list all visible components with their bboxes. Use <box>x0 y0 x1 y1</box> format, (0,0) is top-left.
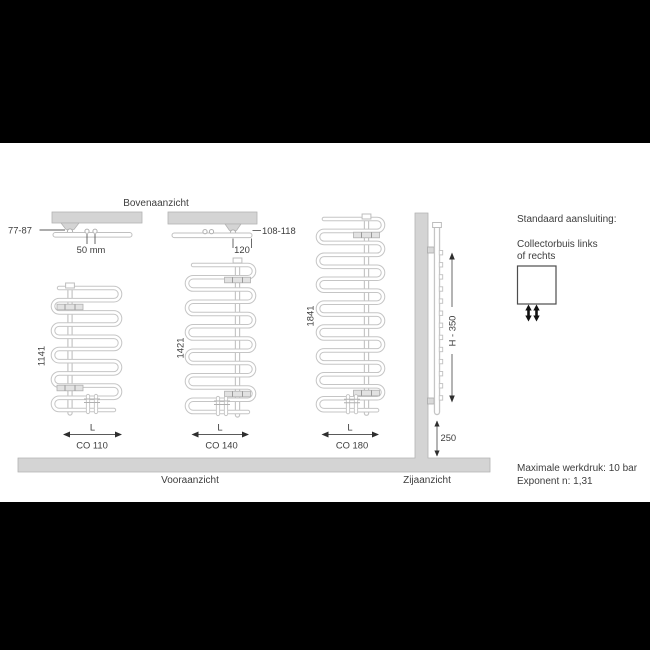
mounting-clamp <box>224 390 251 398</box>
stub-ticks <box>222 400 230 405</box>
collector-cap <box>65 282 75 289</box>
width-dimension-co140: L CO 140 <box>191 422 249 451</box>
tube-end-mark <box>438 262 444 268</box>
front-view-caption: Vooraanzicht <box>161 475 219 486</box>
mounting-clamp <box>353 231 380 239</box>
serpentine-coil-inner <box>51 286 122 412</box>
model-label: CO 180 <box>336 440 368 451</box>
wall-bar <box>51 211 143 224</box>
clamp-ticks <box>64 304 76 310</box>
specs: Maximale werkdruk: 10 bar Exponent n: 1,… <box>517 463 638 487</box>
bracket <box>224 223 242 231</box>
connection-point <box>202 229 208 235</box>
bottom-clearance-label: 250 <box>441 432 457 443</box>
connection-line2: of rechts <box>517 251 555 262</box>
wall-and-floor <box>17 212 491 473</box>
collector-tube-top <box>52 232 133 238</box>
stub-ticks <box>344 398 352 404</box>
tube-end-mark <box>438 298 444 304</box>
wall-bar <box>167 211 258 225</box>
side-view: H - 350 250 <box>17 212 491 473</box>
serpentine-coil-inner <box>185 263 256 414</box>
mounting-clamp <box>56 303 84 311</box>
width-dimension-co180: L CO 180 <box>321 422 379 451</box>
collector-cap <box>361 213 372 220</box>
clamp-ticks <box>64 385 76 391</box>
length-label: L <box>347 422 352 433</box>
bracket-spacing-label: H - 350 <box>446 316 457 347</box>
tube-end-mark <box>438 358 444 365</box>
height-label-co110: 1141 <box>35 346 46 366</box>
mounting-clamp <box>353 389 380 397</box>
radiator-co-140 <box>184 257 257 418</box>
tube-end-mark <box>438 395 444 401</box>
max-pressure-label: Maximale werkdruk: 10 bar <box>517 463 638 474</box>
mounting-clamp <box>224 276 251 284</box>
connection-line1: Collectorbuis links <box>517 239 598 250</box>
tube-end-mark <box>438 383 444 389</box>
label-gap <box>444 307 459 354</box>
length-label: L <box>217 422 222 433</box>
top-view-title: Bovenaanzicht <box>123 198 189 209</box>
tube-end-mark <box>438 274 444 280</box>
model-label: CO 110 <box>76 440 108 451</box>
connection-point <box>84 228 90 234</box>
tube-end-mark <box>438 286 444 292</box>
top-view-right: 108-118 120 <box>167 211 296 255</box>
exponent-label: Exponent n: 1,31 <box>517 476 593 487</box>
front-view-radiators <box>50 213 386 418</box>
tube-end-mark <box>438 310 444 316</box>
connection-panel: Standaard aansluiting: Collectorbuis lin… <box>516 214 617 322</box>
wall-bracket <box>427 397 435 405</box>
extension-ticks <box>232 238 252 248</box>
connection-point <box>208 229 215 235</box>
tube-end-mark <box>438 371 444 377</box>
flow-arrows-icon <box>525 304 540 322</box>
side-view-caption: Zijaanzicht <box>403 475 451 486</box>
length-label: L <box>90 422 95 433</box>
spacing-label: 50 mm <box>77 244 106 255</box>
stub-ticks <box>92 398 100 403</box>
tube-cap <box>432 222 442 228</box>
wall-distance-label: 108-118 <box>262 225 296 236</box>
stub-ticks <box>352 398 360 404</box>
clamp-ticks <box>232 391 243 397</box>
radiator-schematic-box <box>516 265 557 305</box>
clamp-ticks <box>361 390 372 396</box>
tube-end-mark <box>438 322 444 328</box>
collector-cap <box>232 257 243 264</box>
wall-distance-label: 77-87 <box>8 225 32 236</box>
bracket <box>60 222 80 230</box>
tube-end-mark <box>438 346 444 353</box>
stub-ticks <box>84 398 92 403</box>
tube-end-marks <box>438 250 444 401</box>
wall-bracket <box>427 246 435 254</box>
top-view-left: 77-87 50 mm <box>8 211 143 255</box>
model-label: CO 140 <box>205 440 237 451</box>
stub-ticks <box>214 400 222 405</box>
radiator-co-110 <box>50 282 123 416</box>
tube-end-mark <box>438 334 444 341</box>
mounting-clamp <box>56 384 84 392</box>
height-label-co180: 1841 <box>304 306 315 327</box>
serpentine-coil-inner <box>316 217 385 412</box>
connection-heading: Standaard aansluiting: <box>517 214 617 225</box>
tube-end-mark <box>438 250 444 256</box>
offset-label: 120 <box>234 244 250 255</box>
clamp-ticks <box>232 277 243 283</box>
connection-point <box>92 228 98 234</box>
clamp-ticks <box>361 232 372 238</box>
width-dimension-co110: L CO 110 <box>63 422 122 451</box>
height-label-co140: 1421 <box>174 338 185 359</box>
extension-ticks <box>86 234 96 244</box>
radiator-co-180 <box>315 213 386 416</box>
